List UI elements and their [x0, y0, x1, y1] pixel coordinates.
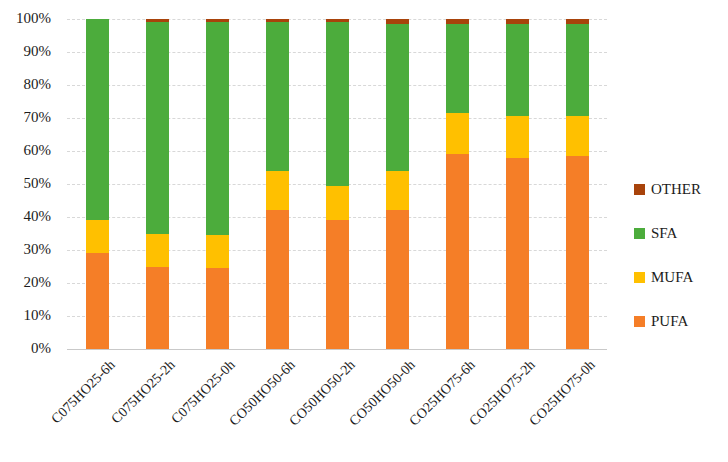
legend-item-mufa: MUFA: [634, 270, 701, 285]
legend-swatch-mufa: [634, 272, 645, 283]
legend-item-sfa: SFA: [634, 226, 701, 241]
legend-label-sfa: SFA: [651, 226, 677, 241]
x-axis-tick-labels: C075HO25-6hC075HO25-2hC075HO25-0hCO50HO5…: [0, 0, 728, 462]
legend-item-pufa: PUFA: [634, 314, 701, 329]
legend-label-other: OTHER: [651, 182, 701, 197]
chart-legend: OTHER SFA MUFA PUFA: [634, 182, 701, 329]
legend-swatch-other: [634, 184, 645, 195]
x-tick-label-C075HO25-6h: C075HO25-6h: [48, 357, 117, 426]
x-tick-label-C075HO25-2h: C075HO25-2h: [108, 357, 177, 426]
legend-swatch-sfa: [634, 228, 645, 239]
legend-label-mufa: MUFA: [651, 270, 693, 285]
legend-item-other: OTHER: [634, 182, 701, 197]
legend-swatch-pufa: [634, 316, 645, 327]
legend-label-pufa: PUFA: [651, 314, 688, 329]
stacked-bar-chart-figure: 100%90%80%70%60%50%40%30%20%10%0% C075HO…: [0, 0, 728, 462]
